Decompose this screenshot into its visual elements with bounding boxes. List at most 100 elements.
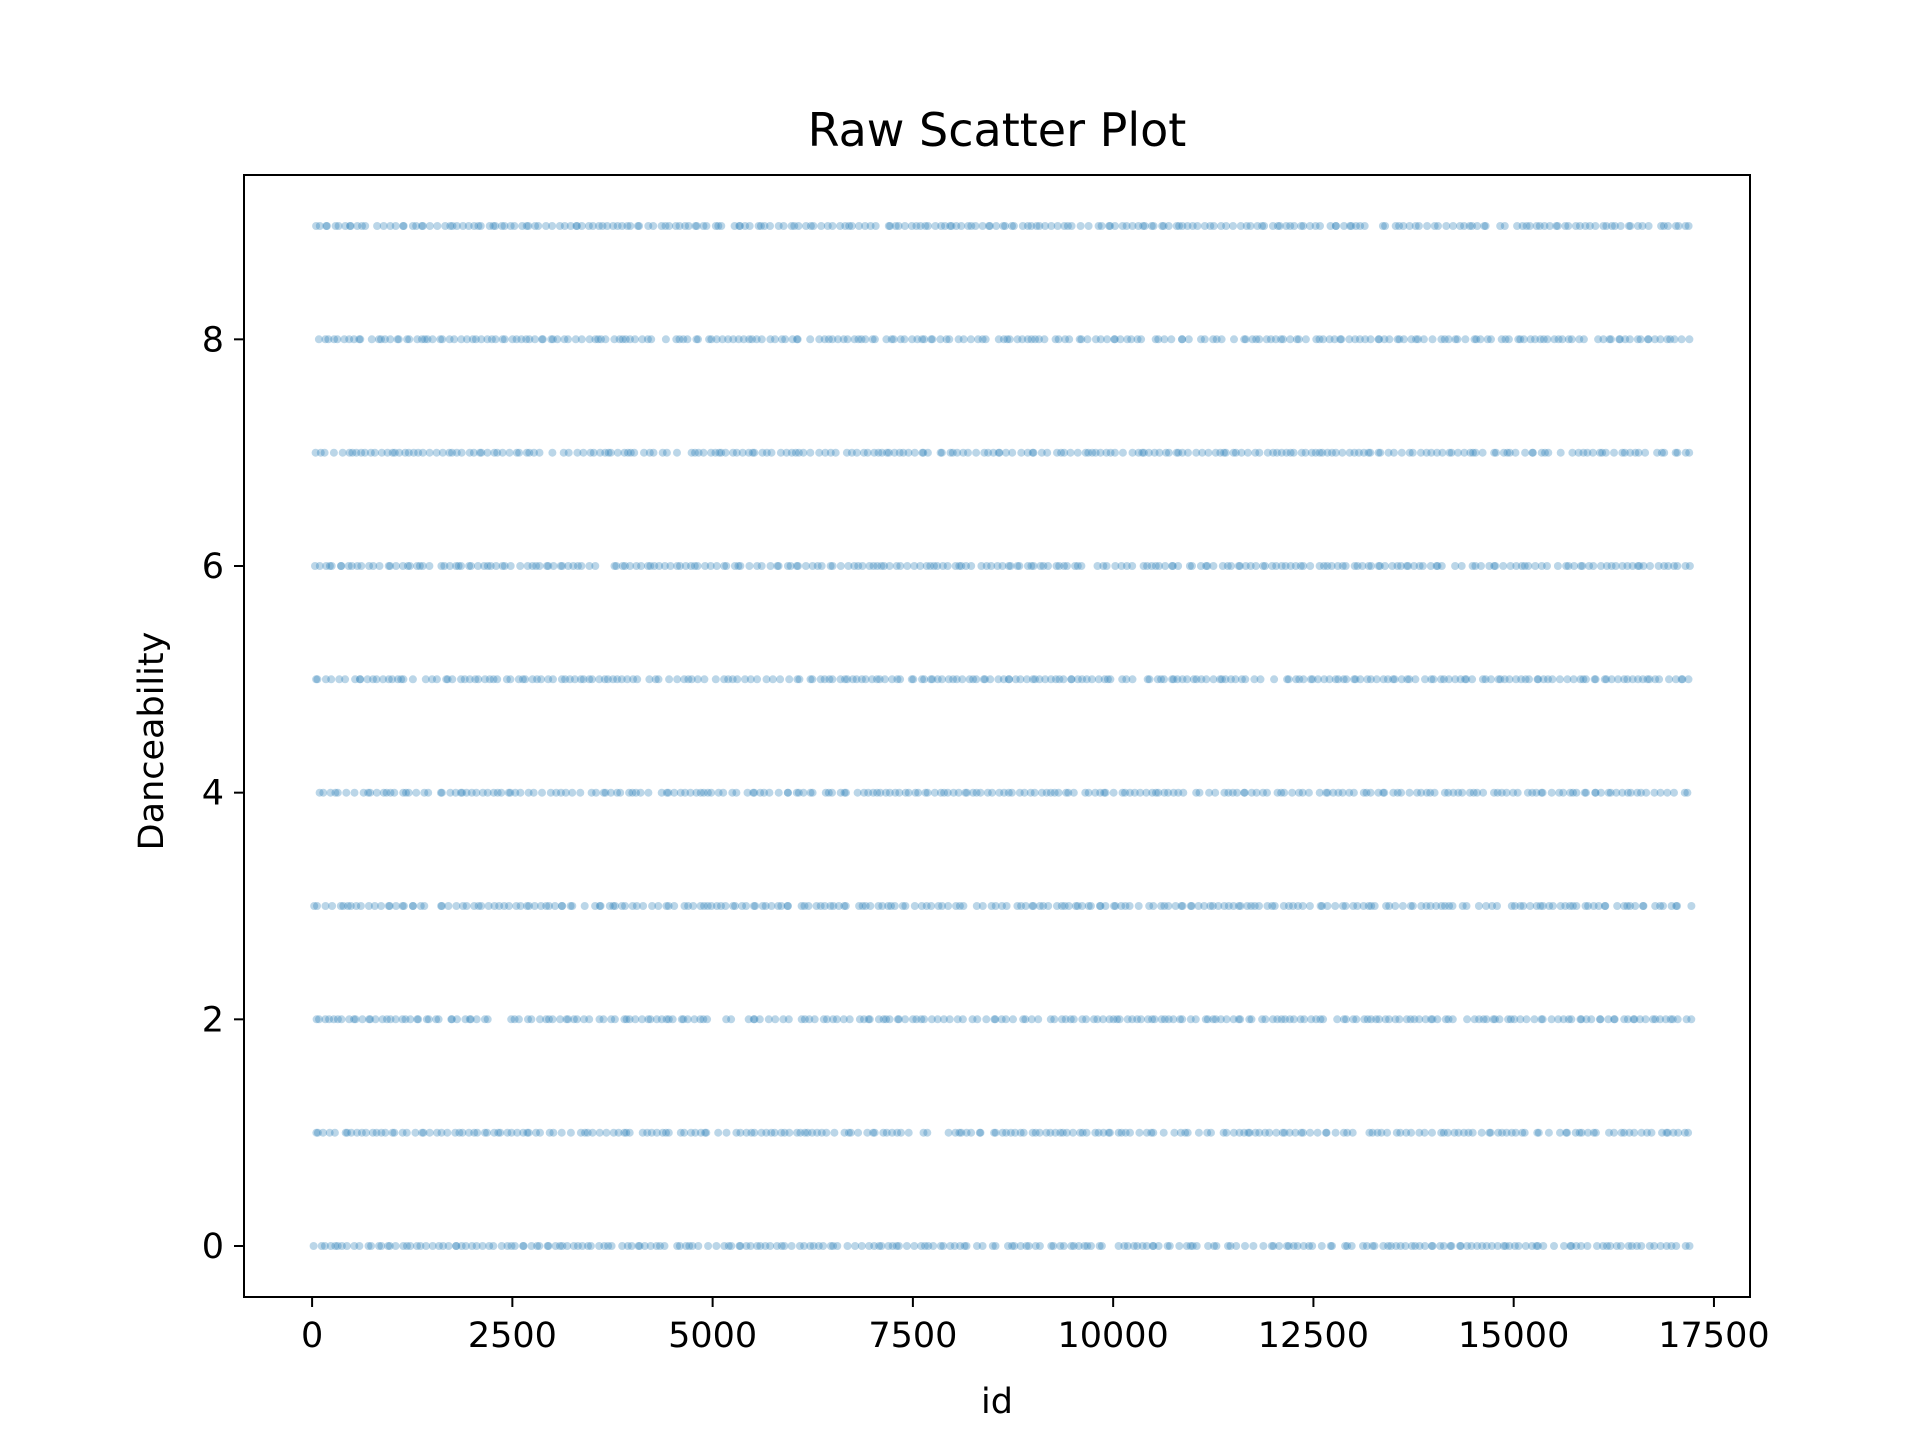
data-point bbox=[500, 335, 509, 344]
data-point bbox=[1121, 902, 1130, 910]
data-point bbox=[657, 788, 666, 797]
data-point bbox=[949, 675, 958, 684]
data-point bbox=[1052, 562, 1061, 570]
data-point bbox=[890, 902, 899, 910]
data-point bbox=[959, 902, 968, 910]
data-point bbox=[625, 1128, 634, 1137]
data-point bbox=[1611, 562, 1620, 570]
data-point bbox=[1103, 335, 1112, 344]
data-point bbox=[1449, 222, 1458, 230]
data-point bbox=[1017, 902, 1026, 910]
data-point bbox=[399, 902, 408, 910]
data-point bbox=[964, 222, 973, 230]
data-point bbox=[844, 1128, 853, 1137]
data-point bbox=[320, 448, 329, 457]
data-point bbox=[576, 788, 585, 797]
data-point bbox=[333, 335, 342, 344]
data-point bbox=[907, 675, 916, 684]
data-point bbox=[551, 1242, 560, 1250]
data-point bbox=[941, 222, 949, 230]
data-point bbox=[921, 788, 930, 797]
data-point bbox=[1069, 1128, 1077, 1137]
data-point bbox=[819, 1015, 828, 1024]
data-point bbox=[1556, 448, 1565, 457]
data-point bbox=[404, 788, 413, 797]
data-point bbox=[817, 1128, 826, 1137]
data-point bbox=[1261, 1128, 1270, 1137]
data-point bbox=[1579, 675, 1588, 684]
data-point bbox=[1473, 1242, 1482, 1250]
data-point bbox=[739, 335, 748, 344]
data-point bbox=[1429, 675, 1438, 684]
data-point bbox=[1445, 448, 1454, 457]
data-point bbox=[794, 448, 803, 457]
data-point bbox=[700, 902, 709, 910]
data-point bbox=[1120, 1242, 1129, 1250]
data-point bbox=[572, 222, 581, 230]
data-point bbox=[1639, 562, 1648, 570]
data-point bbox=[1644, 222, 1653, 230]
data-point bbox=[1448, 902, 1457, 910]
data-point bbox=[1057, 902, 1066, 910]
data-point bbox=[1626, 448, 1635, 457]
data-point bbox=[1544, 1128, 1553, 1137]
data-point bbox=[1096, 335, 1105, 344]
data-point bbox=[1507, 1128, 1516, 1137]
data-point bbox=[1243, 448, 1252, 457]
data-point bbox=[1555, 675, 1564, 684]
data-point bbox=[1258, 222, 1267, 230]
data-point bbox=[1160, 1015, 1169, 1024]
data-point bbox=[1531, 335, 1539, 344]
data-point bbox=[752, 335, 761, 344]
data-point bbox=[618, 1242, 627, 1250]
data-point bbox=[1428, 1128, 1436, 1137]
data-point bbox=[1273, 788, 1282, 797]
data-point bbox=[800, 902, 809, 910]
data-point bbox=[313, 902, 321, 910]
data-point bbox=[465, 448, 474, 457]
data-point bbox=[1680, 1128, 1689, 1137]
data-point bbox=[411, 1128, 420, 1137]
data-point bbox=[336, 562, 345, 570]
data-point bbox=[351, 1015, 360, 1024]
data-point bbox=[1243, 902, 1252, 910]
data-point bbox=[1656, 1015, 1665, 1024]
data-point bbox=[808, 788, 817, 797]
data-point bbox=[1216, 675, 1224, 684]
data-point bbox=[475, 448, 484, 457]
data-point bbox=[1655, 675, 1664, 684]
data-point bbox=[579, 448, 588, 457]
data-point bbox=[1617, 1128, 1626, 1137]
data-point bbox=[685, 1242, 694, 1250]
data-point bbox=[1330, 335, 1339, 344]
data-point bbox=[1656, 902, 1665, 910]
data-point bbox=[355, 335, 364, 344]
data-point bbox=[819, 1242, 828, 1250]
data-point bbox=[312, 675, 321, 684]
data-point bbox=[1367, 562, 1376, 570]
data-point bbox=[353, 1128, 361, 1137]
data-point bbox=[1121, 1128, 1130, 1137]
data-point bbox=[1584, 902, 1593, 910]
data-point bbox=[1363, 675, 1372, 684]
data-point bbox=[1353, 902, 1362, 910]
data-point bbox=[1073, 448, 1082, 457]
data-point bbox=[538, 788, 546, 797]
data-point bbox=[569, 1015, 578, 1024]
data-point bbox=[944, 675, 953, 684]
data-point bbox=[1456, 675, 1465, 684]
data-point bbox=[1221, 448, 1230, 457]
data-point bbox=[1582, 1015, 1591, 1024]
data-point bbox=[969, 788, 977, 797]
data-point bbox=[536, 1128, 544, 1137]
data-point bbox=[1073, 562, 1082, 570]
data-point bbox=[635, 222, 644, 230]
data-point bbox=[933, 675, 942, 684]
data-point bbox=[497, 1242, 506, 1250]
data-point bbox=[1175, 1242, 1184, 1250]
data-point bbox=[921, 222, 930, 230]
data-point bbox=[1599, 1242, 1607, 1250]
data-point bbox=[606, 788, 615, 797]
data-point bbox=[732, 788, 741, 797]
data-point bbox=[1681, 562, 1690, 570]
